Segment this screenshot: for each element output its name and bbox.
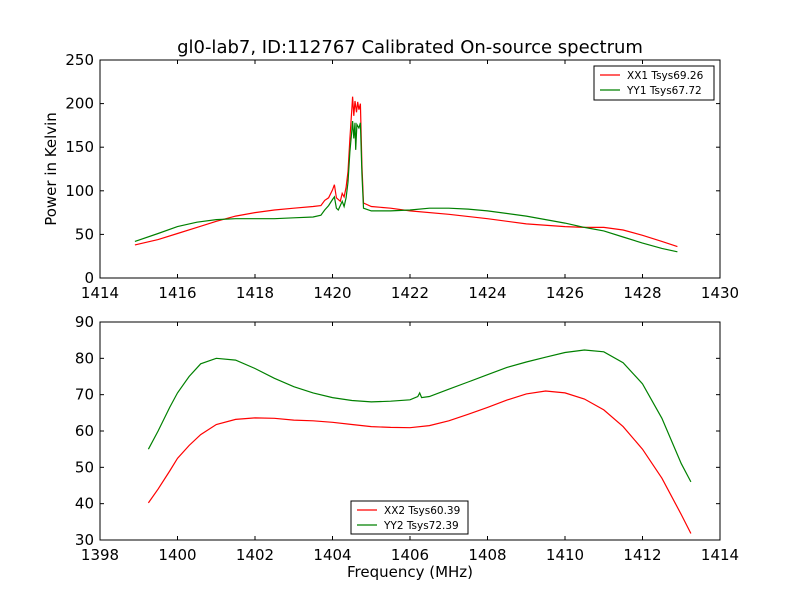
x-tick-label: 1418 <box>236 284 274 302</box>
chart-panel-2: 1398 1400 1402 1404 1406 1408 1410 1412 1414 30 40… <box>75 313 739 581</box>
y-tick-label: 50 <box>75 458 94 476</box>
y-tick-label: 60 <box>75 422 94 440</box>
legend-label: XX1 Tsys69.26 <box>627 70 704 82</box>
x-tick-label: 1402 <box>236 546 274 564</box>
y-tick-label: 50 <box>75 225 94 243</box>
y-tick-label: 100 <box>65 182 94 200</box>
y-tick-label: 0 <box>84 269 94 287</box>
legend-label: YY2 Tsys72.39 <box>383 520 459 532</box>
y-axis-label: Power in Kelvin <box>42 112 60 226</box>
x-tick-label: 1398 <box>81 546 119 564</box>
legend-box <box>350 500 469 535</box>
y-tick-label: 200 <box>65 95 94 113</box>
series-line-1-1 <box>134 96 678 248</box>
series-line-2-1 <box>147 390 692 534</box>
x-tick-label: 1406 <box>391 546 429 564</box>
y-tick-label: 40 <box>75 495 94 513</box>
legend-label: XX2 Tsys60.39 <box>384 505 460 517</box>
y-tick-label: 70 <box>75 386 94 404</box>
x-tick-label: 1426 <box>546 284 584 302</box>
x-tick-label: 1412 <box>623 546 661 564</box>
figure-title: gl0-lab7, ID:112767 Calibrated On-source… <box>177 37 643 58</box>
x-tick-label: 1408 <box>468 546 506 564</box>
y-tick-label: 30 <box>75 531 94 549</box>
x-tick-label: 1414 <box>81 284 119 302</box>
x-axis-label: Frequency (MHz) <box>347 563 473 581</box>
x-tick-label: 1430 <box>701 284 739 302</box>
x-tick-label: 1400 <box>158 546 196 564</box>
legend: XX1 Tsys69.26 YY1 Tsys67.72 <box>593 65 715 101</box>
x-tick-label: 1424 <box>468 284 506 302</box>
x-tick-label: 1414 <box>701 546 739 564</box>
x-tick-label: 1420 <box>313 284 351 302</box>
y-tick-label: 90 <box>75 313 94 331</box>
legend-box <box>593 65 715 101</box>
legend: XX2 Tsys60.39 YY2 Tsys72.39 <box>350 500 469 535</box>
y-tick-label: 150 <box>65 138 94 156</box>
x-tick-label: 1428 <box>623 284 661 302</box>
x-tick-label: 1410 <box>546 546 584 564</box>
series-line-2-2 <box>147 349 692 483</box>
series-line-1-2 <box>134 120 678 253</box>
x-tick-label: 1404 <box>313 546 351 564</box>
chart-panel-1: 1414 1416 1418 1420 1422 1424 1426 1428 1430 0 50 1… <box>42 51 739 302</box>
x-tick-label: 1422 <box>391 284 429 302</box>
x-tick-label: 1416 <box>158 284 196 302</box>
y-tick-label: 80 <box>75 349 94 367</box>
legend-label: YY1 Tsys67.72 <box>626 85 702 97</box>
y-tick-label: 250 <box>65 51 94 69</box>
